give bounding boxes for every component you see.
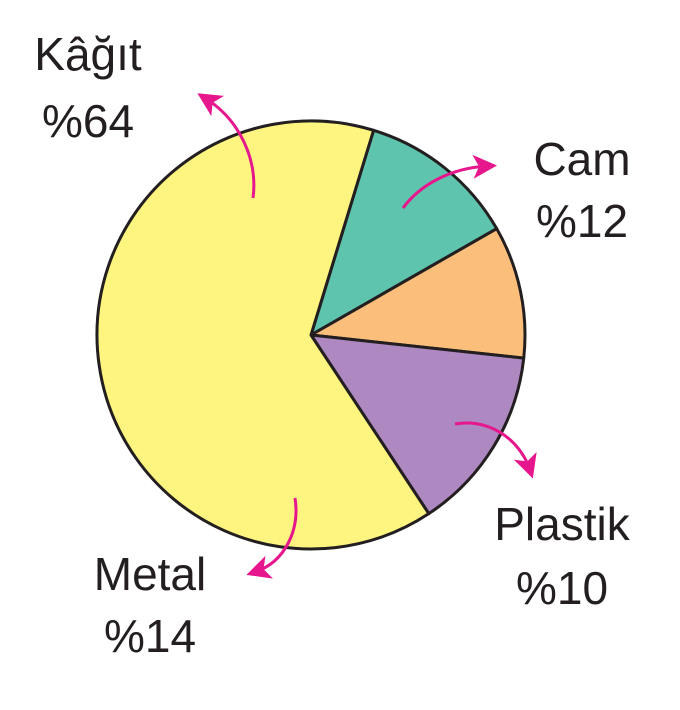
- slice-labels: Kâğıt %64 Cam %12 Plastik %10 Metal %14: [34, 28, 630, 662]
- label-plastik: Plastik: [494, 498, 630, 550]
- arrow-cam: [401, 154, 497, 209]
- pie-slice-kâğıt: [95, 119, 431, 551]
- label-arrows: [197, 93, 537, 579]
- value-plastik: %10: [516, 562, 608, 614]
- label-cam: Cam: [533, 133, 630, 185]
- pie-slices: [95, 119, 527, 551]
- value-kagit: %64: [42, 95, 134, 147]
- pie-slice-plastik: [309, 227, 527, 360]
- pie-slice-cam: [309, 128, 499, 337]
- value-metal: %14: [104, 610, 196, 662]
- value-cam: %12: [536, 195, 628, 247]
- label-kagit: Kâğıt: [34, 28, 142, 80]
- arrow-plastik: [454, 421, 537, 479]
- pie-slice-metal: [309, 333, 526, 516]
- arrow-kagit: [197, 93, 256, 199]
- label-metal: Metal: [94, 548, 206, 600]
- arrow-metal: [246, 497, 298, 579]
